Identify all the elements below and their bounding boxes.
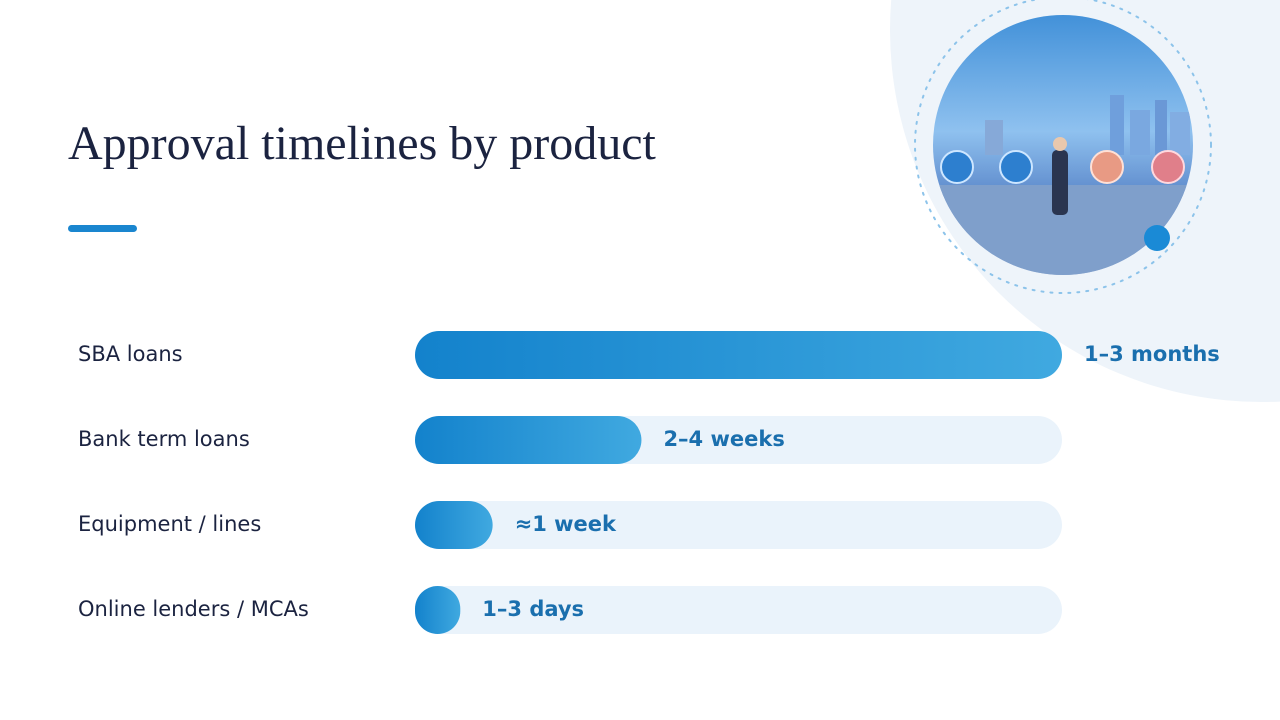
accent-dot: [1144, 225, 1170, 251]
chart-title: Approval timelines by product: [68, 117, 657, 170]
category-label: Online lenders / MCAs: [78, 597, 309, 621]
bar: [415, 501, 493, 549]
bar-track: [415, 501, 1062, 549]
bar: [415, 331, 1062, 379]
title-underline: [68, 225, 137, 232]
bar: [415, 586, 461, 634]
category-label: SBA loans: [78, 342, 183, 366]
bar: [415, 416, 642, 464]
bars: SBA loans 1–3 months Bank term loans 2–4 we…: [78, 331, 1220, 634]
category-label: Bank term loans: [78, 427, 250, 451]
value-label: ≈1 week: [515, 512, 617, 536]
bar-track: [415, 586, 1062, 634]
value-label: 2–4 weeks: [663, 427, 784, 451]
category-label: Equipment / lines: [78, 512, 261, 536]
value-label: 1–3 days: [482, 597, 584, 621]
value-label: 1–3 months: [1084, 342, 1220, 366]
dotted-ring: [914, 0, 1212, 294]
